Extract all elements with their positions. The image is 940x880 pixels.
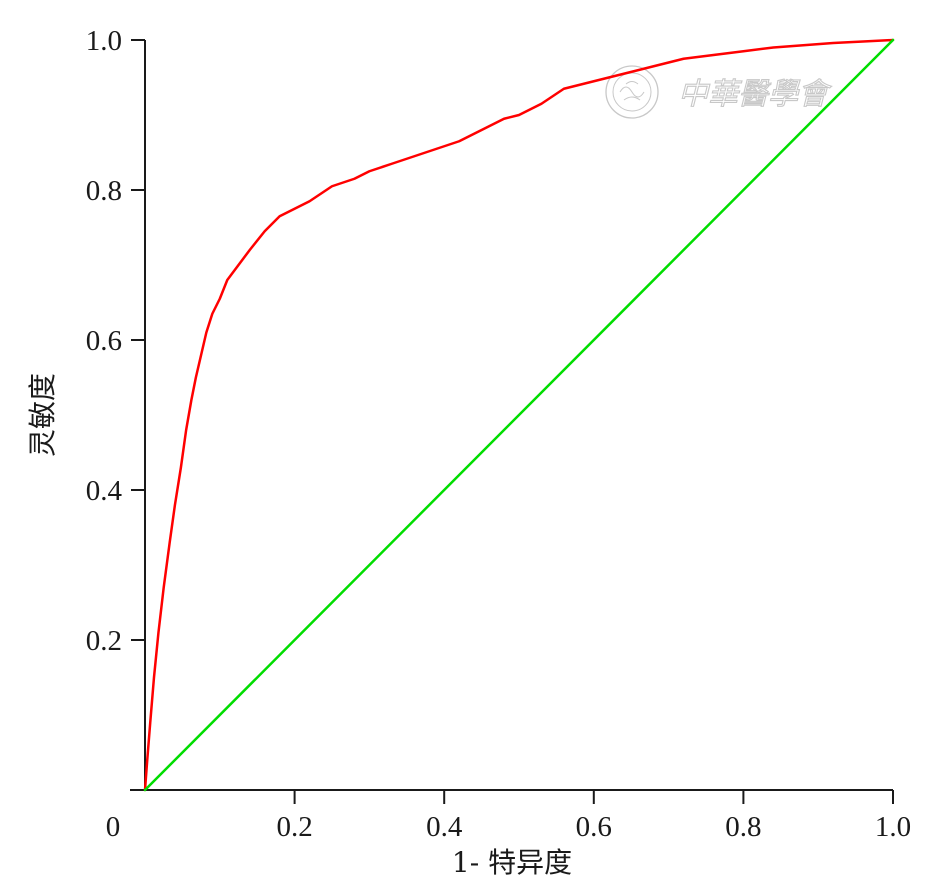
x-tick-label: 1.0	[875, 811, 911, 843]
x-tick-label: 0.8	[725, 811, 761, 843]
y-tick-label: 0.8	[86, 175, 122, 207]
x-tick-label: 0.2	[276, 811, 312, 843]
x-tick-label: 0.6	[576, 811, 612, 843]
reference-diagonal-line	[143, 38, 895, 792]
y-ticks: 0.2 0.4 0.6 0.8 1.0	[86, 25, 145, 657]
watermark-seal-icon	[605, 65, 659, 119]
x-tick-label: 0	[106, 811, 121, 843]
series-layer	[143, 38, 895, 792]
watermark: 中華醫學會	[605, 65, 833, 119]
y-tick-label: 0.2	[86, 625, 122, 657]
y-axis-title: 灵敏度	[26, 373, 59, 457]
axes	[130, 40, 893, 791]
y-tick-label: 0.4	[86, 475, 123, 507]
y-tick-label: 0.6	[86, 325, 122, 357]
x-ticks: 0 0.2 0.4 0.6 0.8 1.0	[106, 790, 911, 843]
watermark-text: 中華醫學會	[678, 77, 832, 112]
y-tick-label: 1.0	[86, 25, 122, 57]
x-axis-title: 1- 特异度	[452, 846, 572, 879]
x-tick-label: 0.4	[426, 811, 463, 843]
roc-curve-line	[143, 38, 895, 792]
